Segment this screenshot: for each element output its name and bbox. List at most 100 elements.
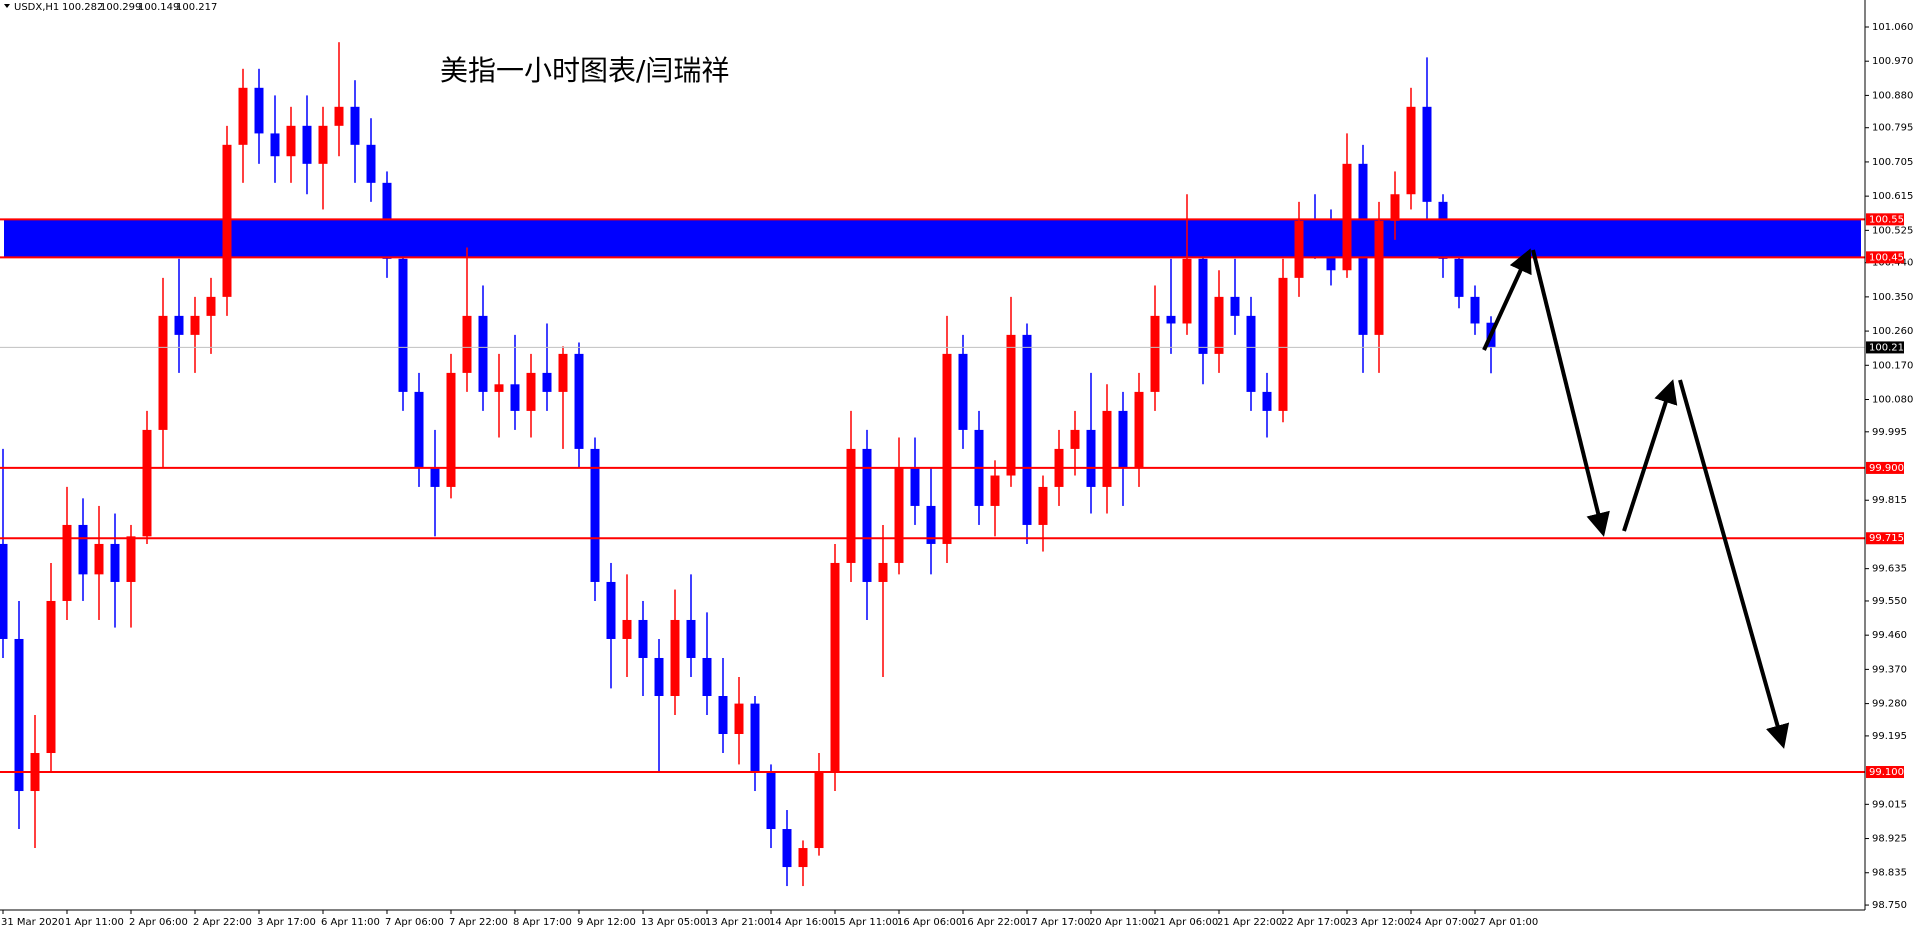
candle-body — [526, 372, 536, 411]
forecast-arrows — [1482, 248, 1790, 749]
candle-body — [286, 125, 296, 157]
level-tag — [1866, 461, 1904, 474]
candle-body — [1214, 296, 1224, 354]
candle-body — [910, 467, 920, 506]
candle-body — [1390, 194, 1400, 221]
candle-body — [1230, 296, 1240, 316]
y-tick-label: 99.280 — [1872, 699, 1907, 710]
menu-triangle[interactable] — [4, 4, 10, 8]
candle-body — [1278, 277, 1288, 411]
candle-body — [1134, 391, 1144, 468]
x-tick-label: 1 Apr 11:00 — [65, 917, 124, 928]
candle-body — [958, 353, 968, 430]
y-tick-label: 98.925 — [1872, 834, 1907, 845]
plot-layer — [0, 42, 1865, 887]
x-tick-label: 24 Apr 07:00 — [1409, 917, 1474, 928]
candle-body — [462, 315, 472, 373]
candle-body — [1118, 410, 1128, 468]
candle-body — [1294, 220, 1304, 278]
candle-body — [446, 372, 456, 487]
ohlc-close: 100.217 — [176, 2, 217, 13]
candle-body — [654, 657, 664, 696]
candle-body — [1086, 429, 1096, 487]
candle-body — [382, 182, 392, 259]
level-label: 100.554 — [1869, 214, 1910, 225]
y-tick-label: 100.970 — [1872, 56, 1913, 67]
candle-body — [1358, 163, 1368, 335]
y-tick-label: 99.815 — [1872, 495, 1907, 506]
candle-body — [1070, 429, 1080, 449]
arrow — [1622, 379, 1678, 532]
candle-body — [1006, 334, 1016, 476]
x-tick-label: 2 Apr 22:00 — [193, 917, 252, 928]
candle-body — [494, 384, 504, 392]
y-tick-label: 100.350 — [1872, 292, 1913, 303]
candle-body — [574, 353, 584, 449]
candle-body — [222, 144, 232, 297]
y-tick-label: 100.080 — [1872, 395, 1913, 406]
candle-body — [318, 125, 328, 164]
candle-body — [142, 429, 152, 537]
x-tick-label: 13 Apr 05:00 — [641, 917, 706, 928]
x-tick-label: 17 Apr 17:00 — [1025, 917, 1090, 928]
candle-body — [1150, 315, 1160, 392]
x-tick-label: 8 Apr 17:00 — [513, 917, 572, 928]
x-tick-label: 21 Apr 06:00 — [1153, 917, 1218, 928]
y-tick-label: 99.995 — [1872, 427, 1907, 438]
x-tick-label: 13 Apr 21:00 — [705, 917, 770, 928]
candle-body — [590, 448, 600, 582]
y-tick-label: 99.015 — [1872, 799, 1907, 810]
candle-body — [782, 829, 792, 868]
ohlc-open: 100.282 — [62, 2, 103, 13]
candle-body — [1470, 296, 1480, 324]
y-tick-label: 99.195 — [1872, 731, 1907, 742]
candle-body — [1038, 486, 1048, 525]
y-tick-label: 101.060 — [1872, 22, 1913, 33]
candle-body — [238, 87, 248, 145]
level-tag — [1866, 532, 1904, 545]
candle-body — [1374, 220, 1384, 335]
x-tick-label: 7 Apr 06:00 — [385, 917, 444, 928]
x-tick-label: 7 Apr 22:00 — [449, 917, 508, 928]
y-tick-label: 100.260 — [1872, 326, 1913, 337]
candle-body — [334, 106, 344, 126]
candle-body — [766, 772, 776, 830]
x-tick-label: 22 Apr 17:00 — [1281, 917, 1346, 928]
y-tick-label: 99.635 — [1872, 564, 1907, 575]
candle-body — [558, 353, 568, 392]
y-tick-label: 99.460 — [1872, 630, 1907, 641]
candle-body — [302, 125, 312, 164]
candle-body — [1166, 315, 1176, 324]
candle-body — [670, 619, 680, 696]
x-tick-label: 23 Apr 12:00 — [1345, 917, 1410, 928]
y-tick-label: 98.835 — [1872, 868, 1907, 879]
candle-body — [542, 372, 552, 392]
candle-body — [862, 448, 872, 582]
candle-body — [174, 315, 184, 335]
candle-body — [718, 695, 728, 735]
candle-body — [686, 619, 696, 658]
candle-body — [894, 467, 904, 563]
candle-body — [110, 543, 120, 582]
y-tick-label: 100.615 — [1872, 191, 1913, 202]
candle-body — [430, 467, 440, 487]
x-tick-label: 9 Apr 12:00 — [577, 917, 636, 928]
candle-body — [814, 772, 824, 849]
candle-body — [1198, 258, 1208, 354]
x-tick-label: 27 Apr 01:00 — [1473, 917, 1538, 928]
current-price-tag — [1866, 341, 1904, 354]
y-tick-label: 100.170 — [1872, 360, 1913, 371]
level-tag — [1866, 251, 1904, 264]
candle-body — [0, 543, 8, 639]
candle-body — [750, 703, 760, 773]
x-tick-label: 21 Apr 22:00 — [1217, 917, 1282, 928]
candle-body — [830, 562, 840, 773]
candle-body — [942, 353, 952, 544]
level-label: 99.900 — [1869, 463, 1904, 474]
candle-body — [926, 505, 936, 544]
arrow — [1531, 249, 1610, 537]
symbol: USDX,H1 — [14, 2, 59, 13]
candle-body — [126, 536, 136, 582]
candle-body — [1406, 106, 1416, 195]
level-label: 99.100 — [1869, 767, 1904, 778]
